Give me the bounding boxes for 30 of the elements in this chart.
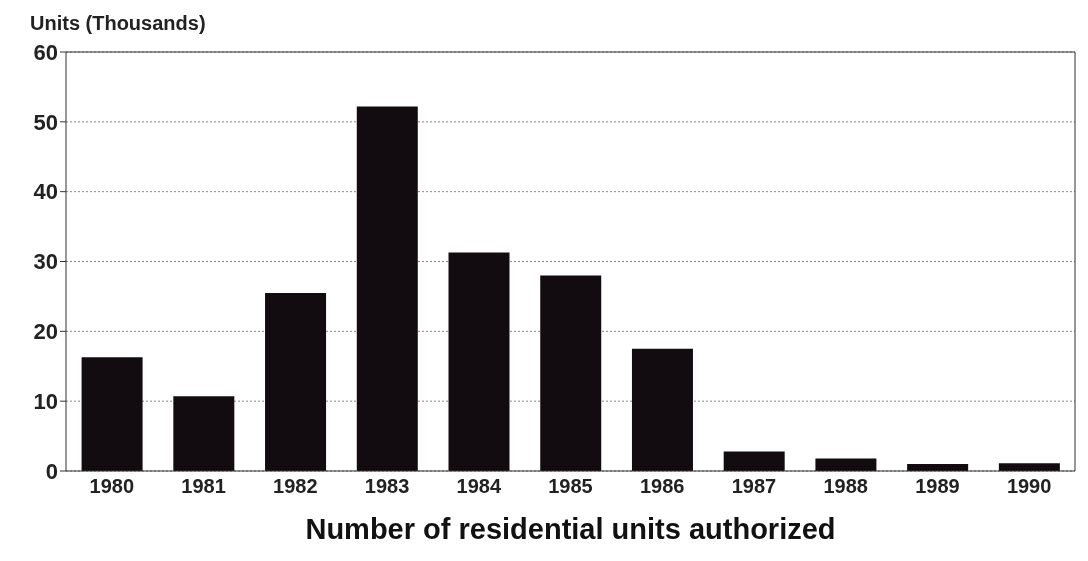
y-tick-label: 40 <box>33 179 58 205</box>
y-axis-title: Units (Thousands) <box>30 12 206 35</box>
bar <box>356 106 418 471</box>
bar <box>998 463 1060 471</box>
y-tick-label: 30 <box>33 249 58 275</box>
bar <box>173 396 235 471</box>
bar <box>815 458 877 471</box>
x-tick-label: 1983 <box>364 475 410 498</box>
y-tick-label: 0 <box>45 458 58 484</box>
y-tick-label: 20 <box>33 319 58 345</box>
x-tick-label: 1985 <box>548 475 593 498</box>
bar <box>81 357 143 471</box>
x-tick-label: 1986 <box>639 475 685 498</box>
x-axis-title: Number of residential units authorized <box>305 513 836 545</box>
bar <box>540 275 602 471</box>
bar <box>631 348 693 471</box>
bar <box>448 252 510 471</box>
x-tick-label: 1981 <box>181 475 226 498</box>
x-tick-label: 1984 <box>456 475 502 498</box>
x-tick-label: 1990 <box>1006 475 1052 498</box>
x-tick-label: 1980 <box>89 475 135 498</box>
y-tick-label: 10 <box>33 388 58 414</box>
x-tick-label: 1988 <box>823 475 868 498</box>
x-tick-label: 1987 <box>731 475 777 498</box>
y-tick-label: 50 <box>33 109 58 135</box>
bar <box>723 451 785 471</box>
x-tick-label: 1982 <box>273 475 318 498</box>
y-tick-label: 60 <box>33 39 58 65</box>
x-tick-label: 1989 <box>915 475 960 498</box>
bar <box>265 292 327 471</box>
